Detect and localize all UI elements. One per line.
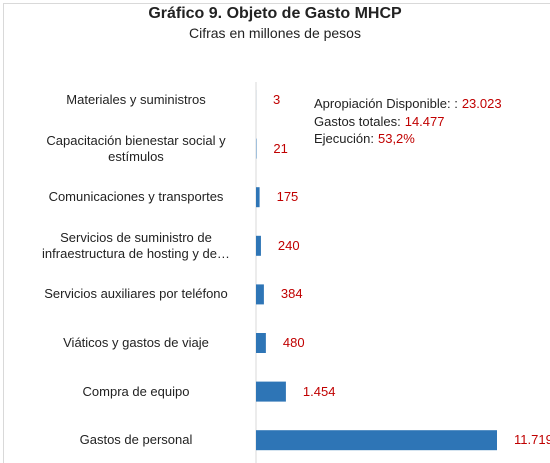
value-label: 480 <box>282 335 305 350</box>
value-label: 1.454 <box>302 383 336 399</box>
chart-frame <box>3 3 550 463</box>
category-label: Materiales y suministros <box>66 92 206 107</box>
value-label: 21 <box>273 140 288 156</box>
bar <box>256 333 266 353</box>
annotation-label: Apropiación Disponible: : <box>314 96 458 111</box>
category-label: Servicios de suministro de infraestructu… <box>42 229 230 261</box>
annotation-value: 53,2% <box>377 131 415 146</box>
annotation: Ejecución: 53,2% <box>314 131 415 146</box>
value-label: 240 <box>277 237 300 253</box>
category-label: Servicios auxiliares por teléfono <box>44 286 228 302</box>
value-label: 3 <box>273 92 281 107</box>
category-label: Compra de equipo <box>82 383 190 399</box>
bar <box>256 381 286 402</box>
bar <box>256 430 497 451</box>
category-label: Comunicaciones y transportes <box>48 189 224 205</box>
bar <box>256 284 264 305</box>
chart-title: Gráfico 9. Objeto de Gasto MHCP <box>148 5 402 22</box>
category-label: Capacitación bienestar social y estímulo… <box>46 132 226 164</box>
annotation: Gastos totales: 14.477 <box>314 114 444 129</box>
value-label: 175 <box>276 189 299 205</box>
annotation-label: Ejecución: <box>314 131 374 146</box>
annotation-value: 14.477 <box>404 113 445 129</box>
annotation-value: 23.023 <box>461 96 502 111</box>
value-label: 384 <box>280 286 303 302</box>
annotation-label: Gastos totales: <box>314 113 401 129</box>
bar <box>256 235 261 256</box>
bar <box>256 187 260 208</box>
annotation: Apropiación Disponible: :23.023 <box>314 96 502 111</box>
value-label: 11.719 <box>514 432 550 448</box>
chart-subtitle: Cifras en millones de pesos <box>189 25 361 41</box>
category-label: Gastos de personal <box>79 432 193 448</box>
category-label: Viáticos y gastos de viaje <box>63 335 209 350</box>
